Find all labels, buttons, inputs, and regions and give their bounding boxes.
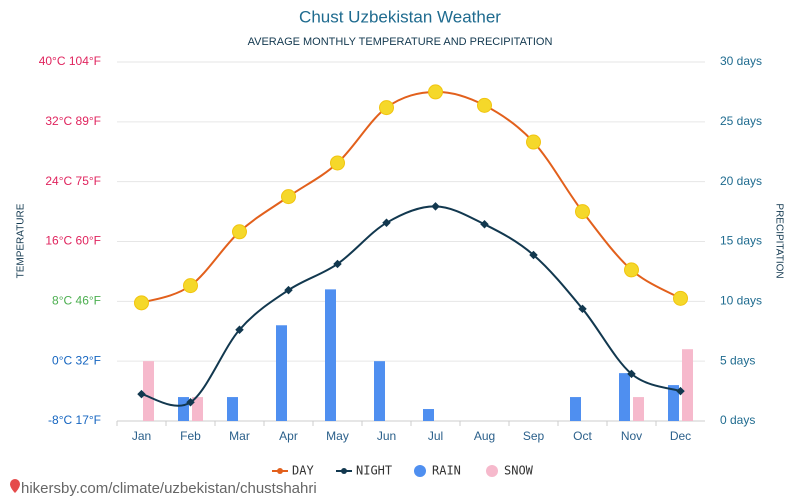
x-tick-label: Feb (180, 429, 201, 443)
bar (178, 397, 189, 421)
y2-tick-label: 20 days (720, 174, 762, 188)
legend-label: NIGHT (356, 464, 392, 478)
y-tick-label: 16°C 60°F (45, 234, 101, 248)
bar (227, 397, 238, 421)
sun-marker (281, 189, 296, 205)
pin-icon (10, 479, 20, 493)
y-tick-label: 8°C 46°F (52, 294, 101, 308)
legend-swatch (486, 465, 498, 477)
x-tick-label: Oct (573, 429, 592, 443)
sun-marker (673, 290, 688, 306)
x-tick-label: Jul (428, 429, 443, 443)
point (431, 202, 440, 211)
chart-title: Chust Uzbekistan Weather (299, 7, 501, 26)
legend-swatch (414, 465, 426, 477)
bar (143, 361, 154, 421)
y-tick-label: -8°C 17°F (48, 413, 101, 427)
sun-marker (477, 97, 492, 113)
chart-subtitle: AVERAGE MONTHLY TEMPERATURE AND PRECIPIT… (248, 36, 553, 48)
point (627, 369, 636, 379)
legend-label: DAY (292, 464, 314, 478)
sun-marker (183, 278, 198, 294)
line (141, 205, 681, 407)
sun-marker (330, 155, 345, 171)
point (186, 398, 195, 407)
x-tick-label: May (326, 429, 349, 443)
bar (668, 385, 679, 421)
bar (325, 289, 336, 421)
sun-marker (379, 100, 394, 116)
sun-marker (428, 84, 443, 100)
y2-tick-label: 5 days (720, 353, 755, 367)
x-tick-label: Apr (279, 429, 298, 443)
legend-label: RAIN (432, 464, 461, 478)
point (676, 386, 685, 396)
y2-tick-label: 30 days (720, 54, 762, 68)
point (284, 285, 293, 295)
point (480, 220, 489, 229)
legend-swatch (277, 468, 283, 474)
bar (276, 325, 287, 421)
sun-marker (575, 204, 590, 220)
x-tick-label: Aug (474, 429, 495, 443)
sun-marker (232, 224, 247, 240)
sun-marker (624, 262, 639, 278)
y2-axis-label: PRECIPITATION (773, 203, 784, 278)
y-tick-label: 24°C 75°F (45, 174, 101, 188)
bar (374, 361, 385, 421)
x-tick-label: Mar (229, 429, 250, 443)
sun-marker (134, 295, 149, 311)
bar (682, 349, 693, 421)
x-tick-label: Nov (621, 429, 642, 443)
y2-tick-label: 15 days (720, 234, 762, 248)
y-tick-label: 32°C 89°F (45, 114, 101, 128)
y2-tick-label: 0 days (720, 413, 755, 427)
point (382, 218, 391, 228)
x-tick-label: Jan (132, 429, 151, 443)
legend-label: SNOW (504, 464, 534, 478)
bar (619, 373, 630, 421)
point (235, 325, 244, 334)
y2-tick-label: 25 days (720, 114, 762, 128)
x-tick-label: Dec (670, 429, 691, 443)
point (578, 304, 587, 314)
point (333, 259, 342, 269)
sun-marker (526, 134, 541, 150)
x-tick-label: Sep (523, 429, 545, 443)
y-axis-label: TEMPERATURE (16, 203, 27, 278)
y-tick-label: 0°C 32°F (52, 353, 101, 367)
bar (192, 397, 203, 421)
bar (423, 409, 434, 421)
legend-swatch (341, 468, 347, 474)
bar (570, 397, 581, 421)
footer-link: hikersby.com/climate/uzbekistan/chustsha… (21, 480, 317, 497)
y-tick-label: 40°C 104°F (39, 54, 101, 68)
bar (633, 397, 644, 421)
x-tick-label: Jun (377, 429, 396, 443)
line (141, 90, 682, 304)
y2-tick-label: 10 days (720, 294, 762, 308)
point (137, 389, 146, 399)
